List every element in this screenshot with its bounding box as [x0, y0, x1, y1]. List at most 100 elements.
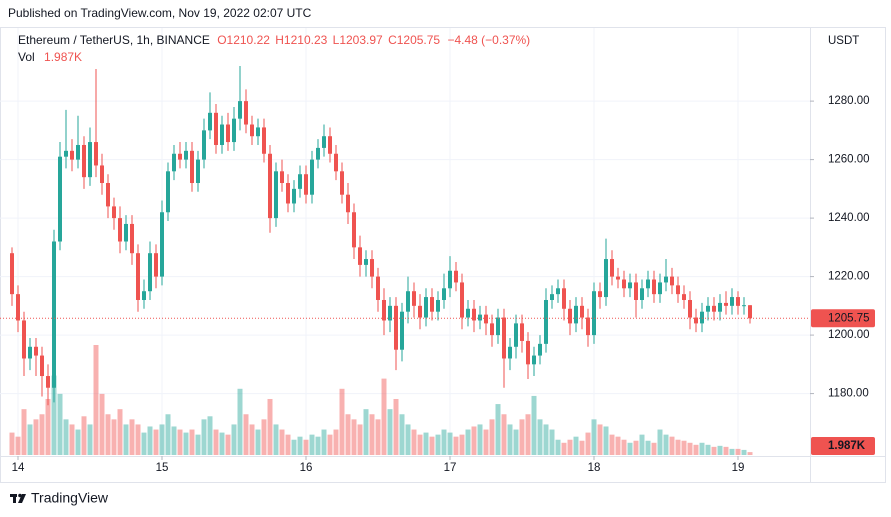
candle-body — [100, 165, 104, 184]
volume-bar — [213, 429, 219, 455]
volume-bar — [63, 419, 69, 455]
published-note: Published on TradingView.com, Nov 19, 20… — [8, 6, 312, 20]
volume-bar — [315, 436, 321, 455]
volume-bar — [225, 434, 231, 455]
candle-body — [532, 355, 536, 365]
candle-body — [292, 188, 296, 204]
candle-body — [676, 285, 680, 295]
volume-legend: Vol 1.987K — [18, 50, 82, 64]
volume-bar — [645, 440, 651, 455]
candle-body — [412, 291, 416, 306]
candle-body — [748, 305, 752, 319]
volume-bar — [627, 442, 633, 455]
candle-body — [364, 259, 368, 265]
candle-body — [730, 297, 734, 306]
legend-close: C1205.75 — [388, 33, 440, 47]
volume-bar — [207, 416, 213, 455]
candle-body — [508, 346, 512, 359]
candle-body — [64, 150, 68, 157]
volume-bar — [201, 419, 207, 455]
candle-body — [166, 171, 170, 213]
candle-body — [334, 153, 338, 172]
ohlc-legend: Ethereum / TetherUS, 1h, BINANCE O1210.2… — [18, 33, 530, 47]
candle-body — [34, 346, 38, 356]
y-tick-label: 1240.00 — [828, 212, 870, 224]
volume-bar — [351, 419, 357, 455]
volume-bar — [255, 429, 261, 455]
candle-body — [268, 153, 272, 219]
candle-body — [700, 311, 704, 324]
candle-body — [136, 253, 140, 300]
y-tick-label: 1180.00 — [828, 388, 869, 400]
candle-body — [304, 174, 308, 195]
candle-body — [478, 314, 482, 321]
logo-slash — [18, 494, 26, 503]
candle-body — [616, 276, 620, 280]
candle-body — [94, 142, 98, 166]
volume-bar — [405, 424, 411, 455]
volume-bar — [99, 393, 105, 455]
candle-body — [736, 297, 740, 306]
candle-body — [262, 127, 266, 154]
candle-body — [556, 288, 560, 295]
candle-body — [142, 291, 146, 300]
volume-bar — [735, 448, 741, 455]
candle-body — [424, 297, 428, 318]
volume-bar — [621, 439, 627, 455]
volume-bar — [615, 436, 621, 455]
candle-body — [184, 150, 188, 160]
candle-body — [112, 206, 116, 219]
candle-body — [514, 323, 518, 347]
y-tick-label: 1200.00 — [828, 329, 870, 341]
candle-body — [190, 150, 194, 184]
volume-bar — [393, 398, 399, 455]
volume-bar — [135, 424, 141, 455]
candle-body — [670, 276, 674, 286]
x-tick-label: 14 — [12, 462, 25, 474]
last-price-label: 1205.75 — [828, 312, 870, 324]
candle-body — [718, 302, 722, 312]
volume-bar — [303, 439, 309, 455]
candle-body — [628, 282, 632, 289]
volume-bar — [375, 419, 381, 455]
volume-bar — [513, 429, 519, 455]
volume-bar — [9, 432, 15, 455]
volume-bar — [723, 446, 729, 455]
candle-body — [448, 270, 452, 289]
candle-body — [688, 299, 692, 318]
y-tick-label: 1260.00 — [828, 154, 870, 166]
volume-bar — [603, 426, 609, 455]
volume-bar — [159, 424, 165, 455]
volume-bar — [333, 429, 339, 455]
volume-bar — [327, 434, 333, 455]
volume-bar — [639, 434, 645, 455]
candle-body — [232, 118, 236, 143]
volume-bar — [363, 409, 369, 455]
candle-body — [682, 294, 686, 300]
candle-body — [526, 340, 530, 365]
candle-body — [436, 299, 440, 312]
volume-bar — [717, 445, 723, 455]
volume-bar — [249, 424, 255, 455]
volume-bar — [663, 434, 669, 455]
volume-bar — [747, 452, 753, 455]
volume-bar — [477, 424, 483, 455]
candle-body — [124, 223, 128, 242]
volume-bar — [345, 414, 351, 455]
candle-body — [358, 247, 362, 265]
volume-bar — [561, 442, 567, 455]
candle-body — [418, 305, 422, 318]
candle-body — [250, 124, 254, 137]
volume-bar — [105, 414, 111, 455]
volume-bar — [321, 429, 327, 455]
candle-body — [742, 305, 746, 307]
candle-body — [706, 305, 710, 312]
volume-bar — [291, 439, 297, 455]
volume-bar — [567, 439, 573, 455]
volume-bar — [357, 424, 363, 455]
volume-bar — [153, 429, 159, 455]
volume-bar — [87, 424, 93, 455]
candle-body — [388, 305, 392, 321]
candle-body — [430, 297, 434, 312]
volume-bar — [261, 419, 267, 455]
